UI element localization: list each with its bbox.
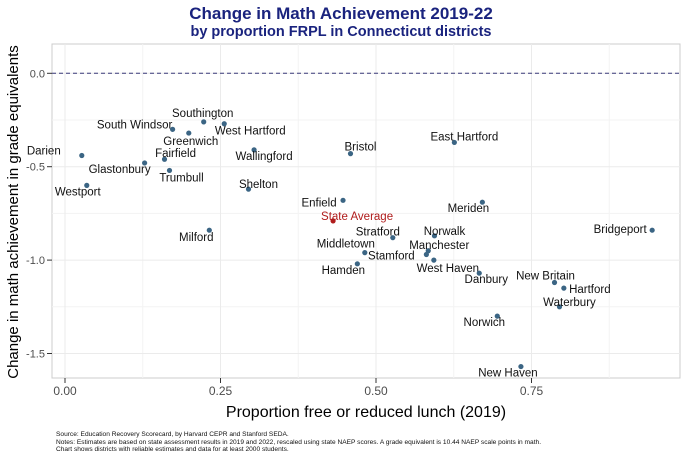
- source-note: Source: Education Recovery Scorecard, by…: [56, 431, 289, 438]
- point-norwich: [494, 313, 500, 319]
- x-tick-label: 0.25: [209, 384, 233, 398]
- y-tick-label: -1.5: [26, 349, 45, 361]
- point-label-stratford: Stratford: [356, 227, 400, 239]
- point-label-bridgeport: Bridgeport: [594, 224, 648, 236]
- point-meriden: [479, 199, 485, 205]
- x-tick-label: 0.00: [53, 384, 77, 398]
- point-state-average: [330, 218, 336, 224]
- sample-note: Chart shows districts with reliable esti…: [56, 446, 289, 454]
- point-middletown: [362, 250, 368, 256]
- point-bridgeport: [649, 227, 655, 233]
- point-westport: [84, 182, 90, 188]
- point-label-glastonbury: Glastonbury: [89, 164, 151, 176]
- point-label-westport: Westport: [55, 186, 102, 198]
- point-stratford: [390, 235, 396, 241]
- point-label-east-hartford: East Hartford: [430, 131, 498, 143]
- y-tick-label: 0.0: [30, 68, 45, 80]
- point-west-haven: [431, 257, 437, 263]
- point-stamford: [423, 251, 429, 258]
- point-darien: [79, 152, 85, 159]
- chart-title: Change in Math Achievement 2019-22: [189, 4, 493, 23]
- axis-ticks: 0.00 0.25 0.50 0.75 0.0 -0.5 -1.0 -1.5: [26, 68, 543, 398]
- point-norwalk: [431, 233, 438, 239]
- point-label-darien: Darien: [27, 145, 61, 157]
- point-label-manchester: Manchester: [409, 240, 469, 252]
- point-label-waterbury: Waterbury: [543, 297, 596, 309]
- point-bristol: [347, 151, 354, 157]
- point-label-norwalk: Norwalk: [424, 226, 466, 238]
- point-label-meriden: Meriden: [448, 203, 490, 215]
- point-danbury: [476, 270, 482, 276]
- plot-panel: [51, 43, 681, 379]
- point-label-middletown: Middletown: [317, 239, 375, 251]
- point-glastonbury: [142, 160, 148, 166]
- point-wallingford: [251, 147, 257, 153]
- point-label-west-haven: West Haven: [417, 263, 479, 275]
- point-new-britain: [551, 279, 558, 286]
- point-label-norwich: Norwich: [464, 317, 506, 329]
- x-tick-label: 0.50: [364, 384, 388, 398]
- x-tick-label: 0.75: [520, 384, 544, 398]
- point-hartford: [561, 285, 567, 291]
- point-label-enfield: Enfield: [301, 197, 336, 209]
- point-east-hartford: [451, 139, 457, 146]
- point-label-new-britain: New Britain: [516, 271, 575, 283]
- point-hamden: [354, 261, 360, 267]
- point-label-milford: Milford: [179, 232, 214, 244]
- point-milford: [206, 227, 212, 233]
- point-label-south-windsor: South Windsor: [97, 119, 173, 131]
- point-label-hartford: Hartford: [569, 284, 611, 296]
- point-southington: [201, 119, 207, 125]
- point-south-windsor: [170, 126, 176, 132]
- chart-notes: Source: Education Recovery Scorecard, by…: [56, 431, 541, 454]
- point-label-southington: Southington: [172, 108, 233, 120]
- point-enfield: [340, 197, 346, 203]
- point-label-fairfield: Fairfield: [155, 148, 196, 160]
- point-trumbull: [166, 167, 173, 174]
- chart-subtitle: by proportion FRPL in Connecticut distri…: [190, 24, 492, 40]
- point-west-hartford: [221, 121, 227, 127]
- point-label-shelton: Shelton: [239, 179, 278, 191]
- point-label-bristol: Bristol: [345, 142, 377, 154]
- point-label-hamden: Hamden: [322, 265, 365, 277]
- point-label-danbury: Danbury: [465, 274, 509, 286]
- point-waterbury: [556, 304, 563, 310]
- point-label-trumbull: Trumbull: [159, 172, 203, 184]
- point-fairfield: [161, 156, 168, 162]
- y-axis-label: Change in math achievement in grade equi…: [5, 45, 22, 379]
- methodology-note: Notes: Estimates are based on state asse…: [56, 438, 542, 446]
- grid: [52, 44, 680, 378]
- y-tick-label: -1.0: [26, 255, 45, 267]
- point-label-greenwich: Greenwich: [163, 136, 218, 148]
- point-label-new-haven: New Haven: [478, 368, 537, 380]
- y-tick-label: -0.5: [26, 162, 45, 174]
- point-label-state-average: State Average: [321, 211, 393, 223]
- point-label-stamford: Stamford: [368, 250, 415, 262]
- x-axis-label: Proportion free or reduced lunch (2019): [226, 404, 506, 421]
- point-label-wallingford: Wallingford: [236, 151, 293, 163]
- data-points: Darien Westport Glastonbury Fairfield Trumbu…: [27, 108, 655, 380]
- point-shelton: [245, 186, 252, 192]
- point-greenwich: [186, 130, 192, 136]
- point-new-haven: [518, 363, 524, 370]
- point-label-west-hartford: West Hartford: [215, 126, 286, 138]
